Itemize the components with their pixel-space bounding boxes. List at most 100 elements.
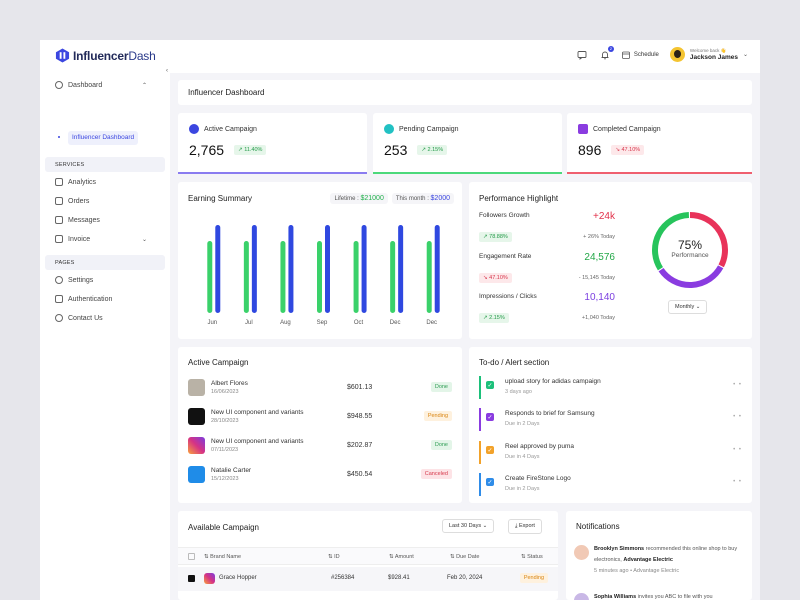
perf-label: Engagement Rate xyxy=(479,253,532,260)
col-status[interactable]: ⇅ Status xyxy=(521,554,543,560)
bar-dec-1 xyxy=(390,241,396,313)
phone-icon xyxy=(55,314,63,322)
donut-segment-green xyxy=(652,212,690,271)
logo-icon xyxy=(55,48,70,63)
bar-jun-1 xyxy=(207,241,213,313)
sidebar-item-settings[interactable]: Settings xyxy=(55,276,155,284)
col-brand[interactable]: ⇅ Brand Name xyxy=(204,554,242,560)
stat-value: 253 xyxy=(384,142,408,158)
messages-icon xyxy=(55,216,63,224)
stat-card-active[interactable]: Active Campaign 2,765 ↗ 11.40% xyxy=(178,113,367,174)
app-name: InfluencerDash xyxy=(73,48,156,63)
table-header: ⇅ Brand Name ⇅ ID ⇅ Amount ⇅ Due Date ⇅ … xyxy=(178,547,558,565)
sidebar-item-orders[interactable]: Orders xyxy=(55,197,155,205)
chat-icon[interactable] xyxy=(576,49,588,61)
collapse-sidebar-icon[interactable]: ‹ xyxy=(166,68,168,74)
stat-label: Pending Campaign xyxy=(399,125,459,133)
col-due-date[interactable]: ⇅ Due Date xyxy=(450,554,480,560)
list-item[interactable]: Albert Flores 16/06/2023 $601.13 Done xyxy=(188,379,452,399)
cell-due: Feb 20, 2024 xyxy=(447,575,483,581)
user-name: Jackson James xyxy=(689,54,738,61)
status-badge: Pending xyxy=(519,573,548,583)
perf-sub: - 15,145 Today xyxy=(578,275,615,281)
more-icon[interactable]: • • xyxy=(733,382,742,388)
x-tick-label: Jul xyxy=(245,320,253,326)
checkbox-icon[interactable]: ✓ xyxy=(486,381,494,389)
schedule-button[interactable]: Schedule xyxy=(621,51,659,59)
welcome-text: Welcome back 👋 xyxy=(689,48,727,53)
card-accent xyxy=(567,172,752,174)
list-item[interactable]: Natalie Carter 15/12/2023 $450.54 Cancel… xyxy=(188,466,452,486)
todo-label: Reel approved by puma xyxy=(505,443,575,450)
app-logo[interactable]: InfluencerDash xyxy=(55,48,156,63)
select-all-checkbox[interactable] xyxy=(188,553,195,560)
export-button[interactable]: ⤓ Export xyxy=(508,519,542,534)
notifications-card: Notifications Brooklyn Simmons recommend… xyxy=(566,511,752,600)
row-checkbox[interactable] xyxy=(188,575,195,582)
performance-card: Performance Highlight Followers Growth +… xyxy=(469,182,752,339)
todo-label: Responds to brief for Samsung xyxy=(505,410,595,417)
active-campaign-title: Active Campaign xyxy=(188,358,249,367)
todo-accent xyxy=(479,441,481,464)
page-title: Influencer Dashboard xyxy=(188,88,265,97)
col-amount[interactable]: ⇅ Amount xyxy=(389,554,414,560)
todo-item[interactable]: ✓ Responds to brief for Samsung Due in 2… xyxy=(479,408,742,434)
sidebar-item-analytics[interactable]: Analytics xyxy=(55,178,155,186)
bar-dec-1 xyxy=(426,241,432,313)
adidas-logo-icon xyxy=(188,466,205,483)
todo-item[interactable]: ✓ Reel approved by puma Due in 4 Days • … xyxy=(479,441,742,467)
cell-id: #256384 xyxy=(331,575,355,581)
date-filter-select[interactable]: Last 30 Days ⌄ xyxy=(442,519,495,533)
sidebar-item-label: Messages xyxy=(68,216,100,224)
item-amount: $202.87 xyxy=(347,442,373,449)
chevron-down-icon: ⌄ xyxy=(141,236,147,243)
table-row[interactable]: Grace Hopper #256384 $928.41 Feb 20, 202… xyxy=(178,567,558,591)
avatar xyxy=(574,593,589,600)
todo-sub: Due in 2 Days xyxy=(505,421,540,427)
checkbox-icon[interactable]: ✓ xyxy=(486,446,494,454)
list-item[interactable]: New UI component and variants 07/11/2023… xyxy=(188,437,452,457)
user-menu[interactable]: Welcome back 👋 Jackson James ⌄ xyxy=(669,47,748,62)
stat-label: Completed Campaign xyxy=(593,125,661,133)
available-campaign-card: Available Campaign Last 30 Days ⌄ ⤓ Expo… xyxy=(178,511,558,600)
checkbox-icon[interactable]: ✓ xyxy=(486,413,494,421)
list-item[interactable]: New UI component and variants 28/10/2023… xyxy=(188,408,452,428)
perf-value: 10,140 xyxy=(584,292,615,303)
bell-icon[interactable]: 2 xyxy=(599,45,614,61)
more-icon[interactable]: • • xyxy=(733,479,742,485)
instagram-logo-icon xyxy=(204,573,215,584)
perf-row-impressions: Impressions / Clicks 10,140 ↗ 2.15% +1,0… xyxy=(479,292,615,323)
bar-oct-2 xyxy=(361,225,367,313)
perf-value: 24,576 xyxy=(584,252,615,263)
notification-text: Sophia Williams invites you ABC to file … xyxy=(594,594,713,600)
stat-label: Active Campaign xyxy=(204,125,257,133)
more-icon[interactable]: • • xyxy=(733,414,742,420)
sidebar-item-invoice[interactable]: Invoice ⌄ xyxy=(55,235,155,243)
todo-item[interactable]: ✓ upload story for adidas campaign 3 day… xyxy=(479,376,742,402)
checkbox-icon[interactable]: ✓ xyxy=(486,478,494,486)
app-frame: InfluencerDash 2 Schedule Welcome back 👋… xyxy=(40,40,760,600)
calendar-icon xyxy=(621,51,630,59)
stat-card-completed[interactable]: Completed Campaign 896 ↘ 47.10% xyxy=(567,113,752,174)
earning-summary-card: Earning Summary Lifetime : $21000 This m… xyxy=(178,182,462,339)
sidebar-item-authentication[interactable]: Authentication xyxy=(55,295,155,303)
lock-icon xyxy=(55,295,63,303)
sidebar-item-influencer-dashboard[interactable]: Influencer Dashboard xyxy=(68,131,139,145)
stat-value: 896 xyxy=(578,142,602,158)
sidebar-item-contact-us[interactable]: Contact Us xyxy=(55,314,155,322)
todo-item[interactable]: ✓ Create FireStone Logo Due in 2 Days • … xyxy=(479,473,742,499)
orders-icon xyxy=(55,197,63,205)
sidebar-item-messages[interactable]: Messages xyxy=(55,216,155,224)
sidebar-item-dashboard[interactable]: Dashboard ⌃ xyxy=(55,81,155,89)
perf-label: Followers Growth xyxy=(479,212,530,219)
sidebar-item-label: Orders xyxy=(68,197,90,205)
trend-up-badge: ↗ 78.88% xyxy=(479,232,512,242)
analytics-icon xyxy=(55,178,63,186)
period-select[interactable]: Monthly ⌄ xyxy=(668,300,708,314)
todo-label: Create FireStone Logo xyxy=(505,475,571,482)
performance-donut xyxy=(652,212,728,288)
col-id[interactable]: ⇅ ID xyxy=(328,554,340,560)
stat-card-pending[interactable]: Pending Campaign 253 ↗ 2.15% xyxy=(373,113,562,174)
status-badge: Pending xyxy=(423,411,452,421)
more-icon[interactable]: • • xyxy=(733,447,742,453)
